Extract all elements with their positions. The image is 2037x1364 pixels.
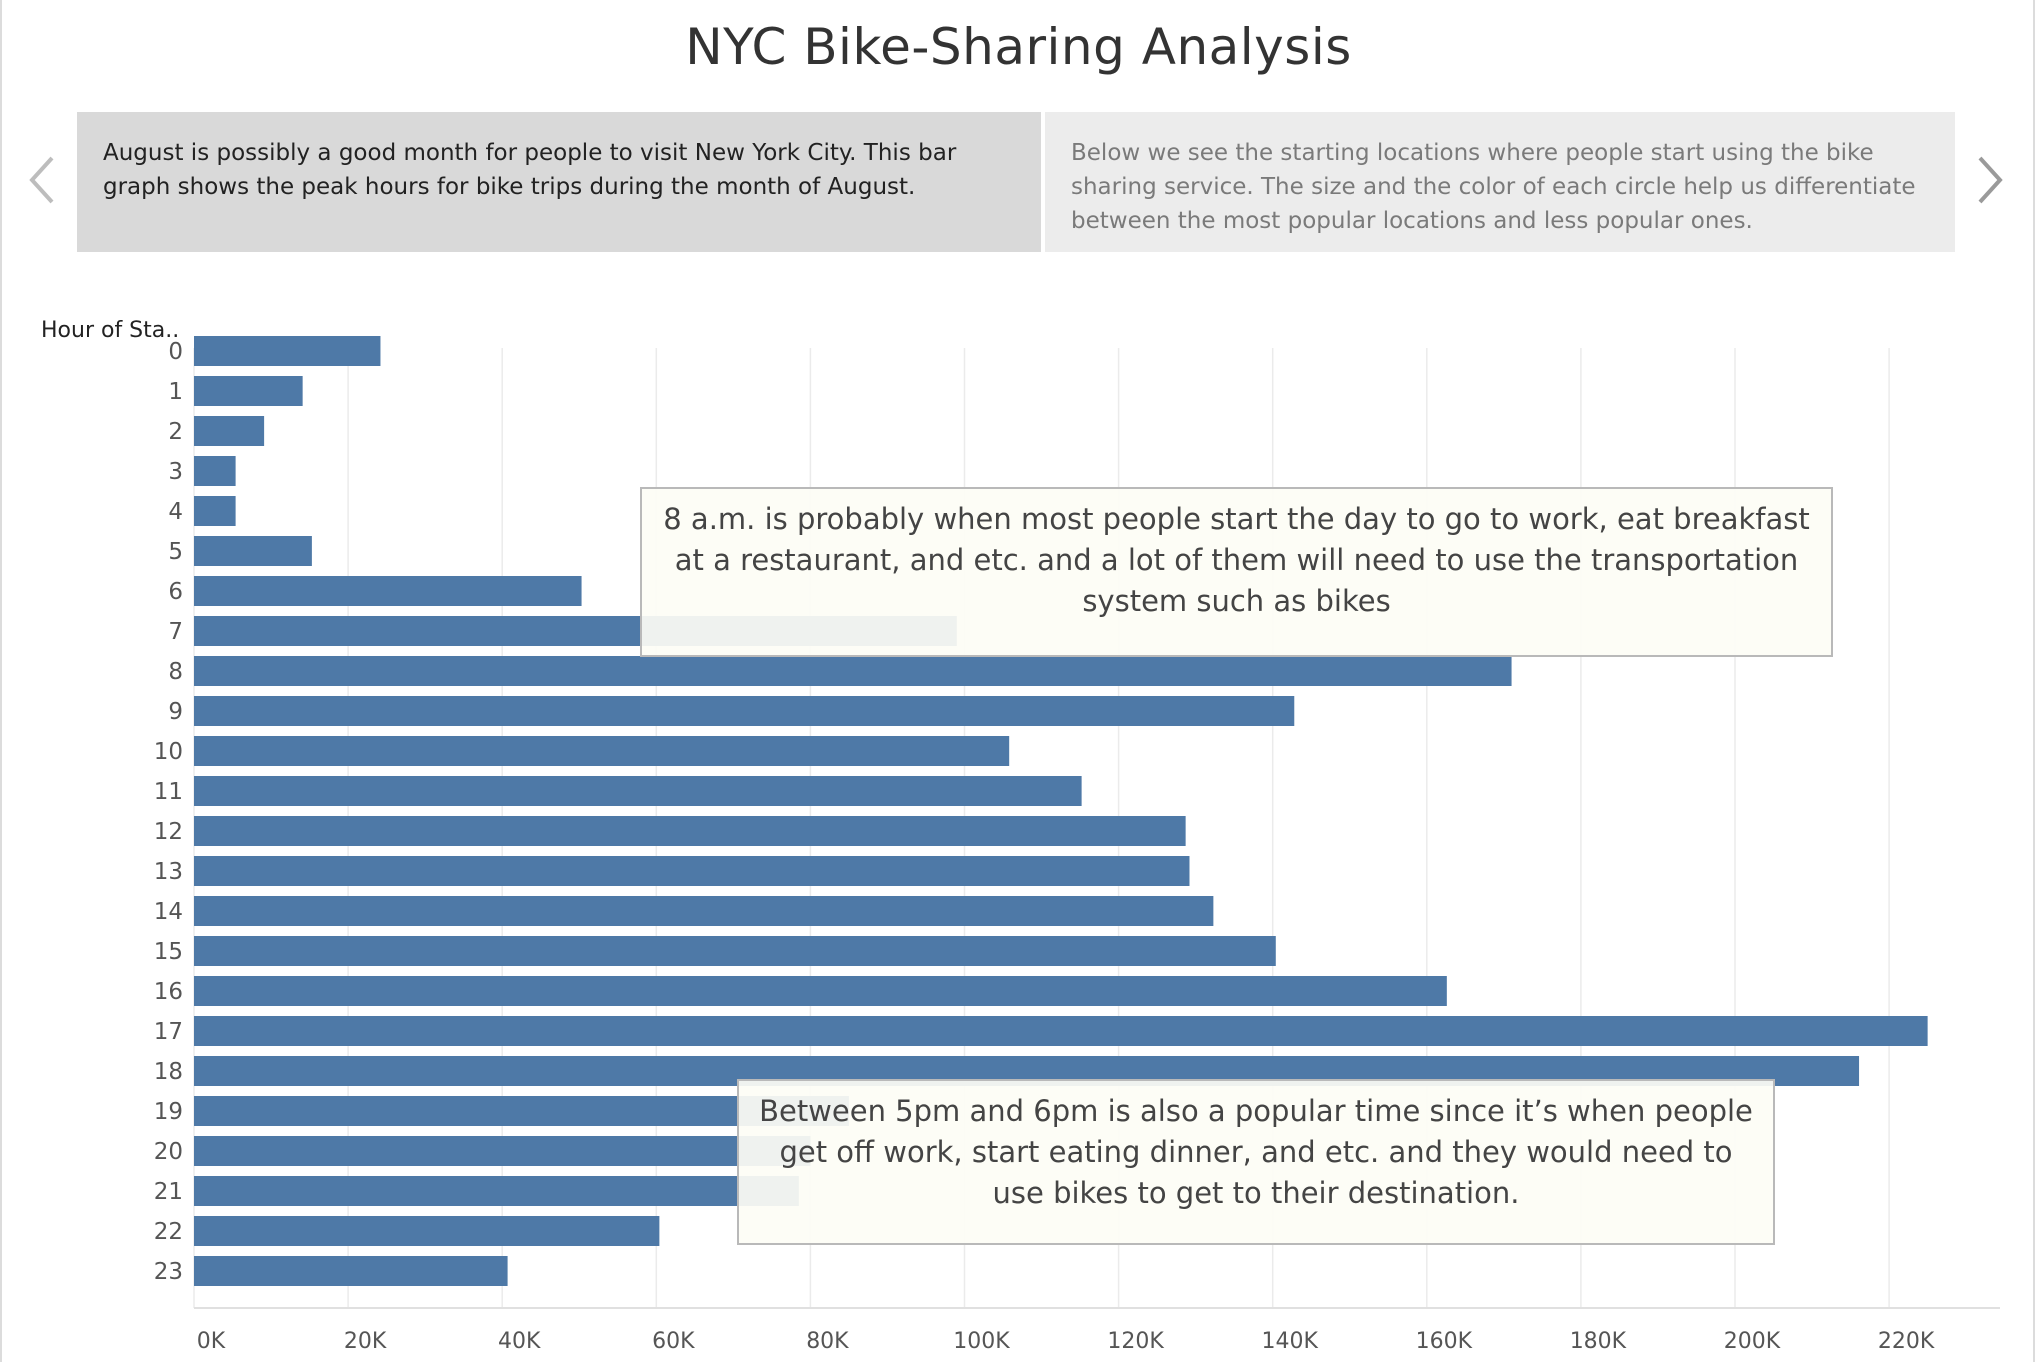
bar-hour-13[interactable]: [194, 856, 1190, 886]
bar-hour-8[interactable]: [194, 656, 1512, 686]
annotation-8am-text: 8 a.m. is probably when most people star…: [663, 502, 1810, 618]
x-tick-label: 80K: [806, 1329, 849, 1354]
y-tick-label: 5: [168, 539, 183, 565]
bar-hour-9[interactable]: [194, 696, 1295, 726]
bar-hour-21[interactable]: [194, 1176, 799, 1206]
annotation-8am: 8 a.m. is probably when most people star…: [640, 487, 1833, 657]
bar-hour-20[interactable]: [194, 1136, 811, 1166]
y-tick-label: 16: [154, 979, 183, 1005]
y-tick-label: 18: [154, 1059, 183, 1085]
bar-hour-6[interactable]: [194, 576, 582, 606]
y-tick-label: 22: [154, 1219, 183, 1245]
y-tick-label: 11: [154, 779, 183, 805]
y-tick-label: 15: [154, 939, 183, 965]
x-tick-label: 200K: [1724, 1329, 1781, 1354]
x-tick-label: 40K: [498, 1329, 541, 1354]
y-tick-label: 17: [154, 1019, 183, 1045]
chevron-left-icon[interactable]: [22, 150, 62, 210]
y-tick-label: 4: [168, 499, 183, 525]
bar-hour-3[interactable]: [194, 456, 236, 486]
y-tick-label: 12: [154, 819, 183, 845]
x-tick-label: 60K: [652, 1329, 695, 1354]
y-tick-label: 10: [154, 739, 183, 765]
page-title: NYC Bike-Sharing Analysis: [685, 18, 1352, 76]
y-tick-label: 8: [168, 659, 183, 685]
y-tick-label: 0: [168, 339, 183, 365]
bar-hour-10[interactable]: [194, 736, 1010, 766]
bar-hour-12[interactable]: [194, 816, 1186, 846]
annotation-5pm-6pm-text: Between 5pm and 6pm is also a popular ti…: [759, 1094, 1753, 1210]
x-tick-label: 0K: [197, 1329, 226, 1354]
x-tick-label: 220K: [1878, 1329, 1935, 1354]
x-tick-label: 120K: [1107, 1329, 1164, 1354]
bar-hour-17[interactable]: [194, 1016, 1928, 1046]
bar-hour-5[interactable]: [194, 536, 312, 566]
bar-hour-23[interactable]: [194, 1256, 508, 1286]
y-tick-label: 7: [168, 619, 183, 645]
x-tick-label: 160K: [1416, 1329, 1473, 1354]
bar-hour-15[interactable]: [194, 936, 1276, 966]
bar-hour-11[interactable]: [194, 776, 1082, 806]
annotation-5pm-6pm: Between 5pm and 6pm is also a popular ti…: [737, 1079, 1775, 1245]
y-tick-label: 23: [154, 1259, 183, 1285]
y-tick-label: 14: [154, 899, 183, 925]
x-tick-label: 140K: [1261, 1329, 1318, 1354]
bar-hour-22[interactable]: [194, 1216, 660, 1246]
story-point-1-text: August is possibly a good month for peop…: [103, 140, 957, 200]
x-tick-label: 100K: [953, 1329, 1010, 1354]
chevron-right-icon[interactable]: [1970, 150, 2010, 210]
y-tick-label: 21: [154, 1179, 183, 1205]
y-tick-label: 20: [154, 1139, 183, 1165]
y-tick-label: 9: [168, 699, 183, 725]
story-point-1[interactable]: August is possibly a good month for peop…: [77, 112, 1041, 252]
bar-hour-2[interactable]: [194, 416, 265, 446]
bar-hour-0[interactable]: [194, 336, 381, 366]
bar-hour-1[interactable]: [194, 376, 303, 406]
x-tick-label: 20K: [344, 1329, 387, 1354]
bar-hour-16[interactable]: [194, 976, 1447, 1006]
y-tick-label: 2: [168, 419, 183, 445]
bar-hour-14[interactable]: [194, 896, 1214, 926]
story-point-2-text: Below we see the starting locations wher…: [1071, 140, 1916, 234]
y-tick-label: 13: [154, 859, 183, 885]
story-point-2[interactable]: Below we see the starting locations wher…: [1045, 112, 1955, 252]
y-axis-header: Hour of Sta..: [41, 318, 180, 343]
x-tick-label: 180K: [1570, 1329, 1627, 1354]
y-tick-label: 3: [168, 459, 183, 485]
y-tick-label: 6: [168, 579, 183, 605]
y-tick-label: 1: [168, 379, 183, 405]
y-tick-label: 19: [154, 1099, 183, 1125]
bar-hour-4[interactable]: [194, 496, 236, 526]
